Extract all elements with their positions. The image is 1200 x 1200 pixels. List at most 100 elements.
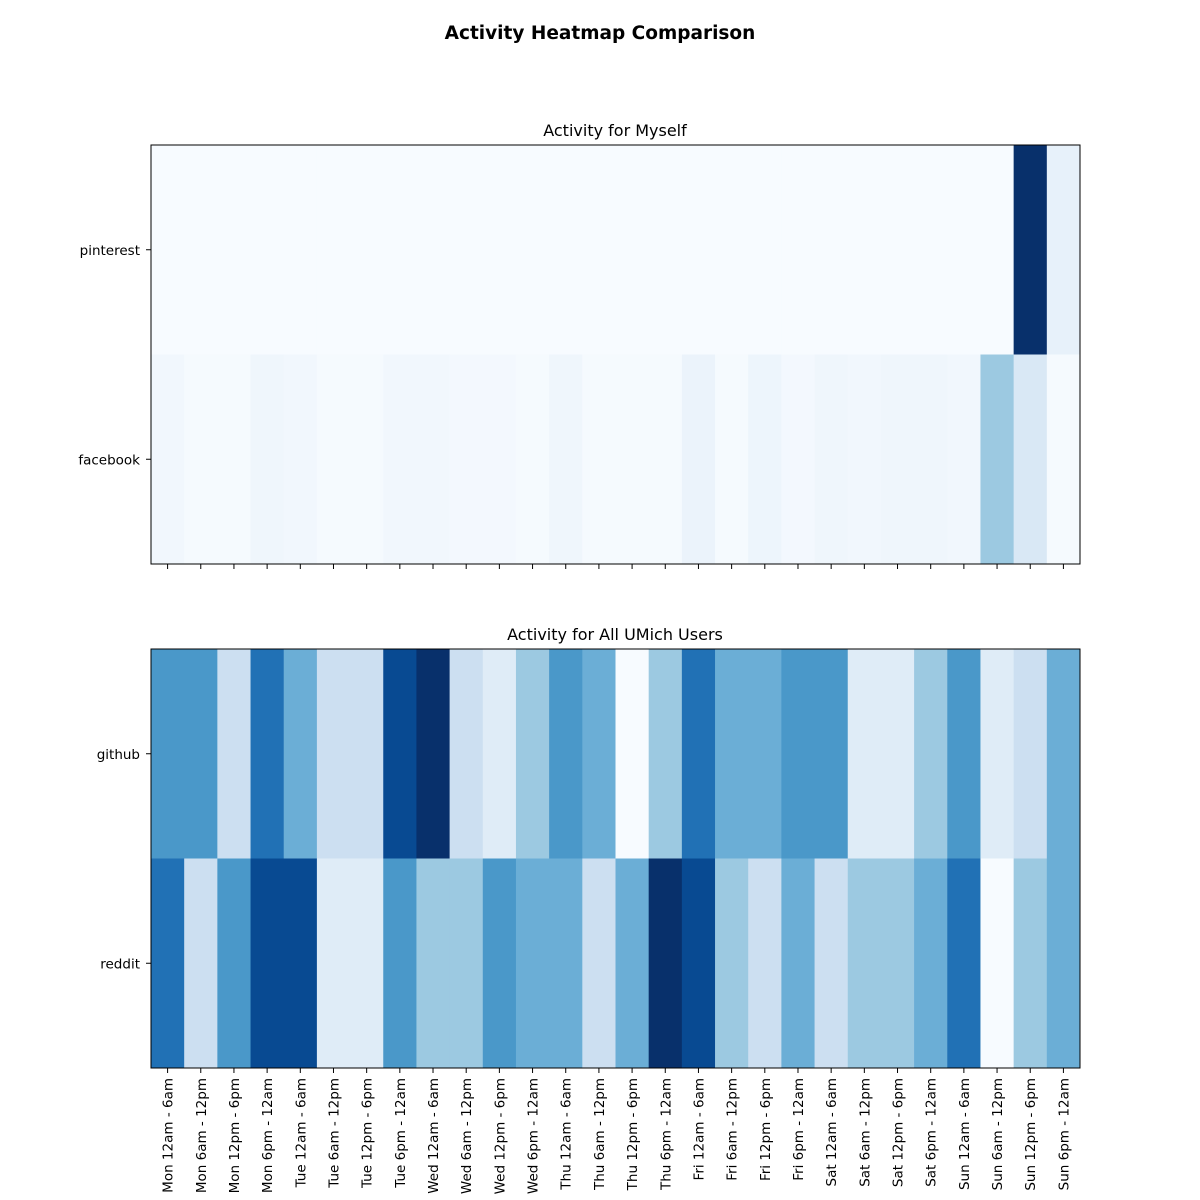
heatmap-cell-reddit-9 bbox=[449, 858, 484, 1069]
heatmap-cell-facebook-22 bbox=[880, 354, 915, 565]
heatmap-cell-github-21 bbox=[847, 649, 882, 859]
heatmap-cell-facebook-19 bbox=[781, 354, 816, 565]
heatmap-cell-facebook-14 bbox=[615, 354, 650, 565]
x-tick-label: Fri 12pm - 6pm bbox=[758, 1078, 774, 1181]
heatmap-cell-github-9 bbox=[449, 649, 484, 859]
x-tick-label: Sat 12am - 6am bbox=[824, 1078, 840, 1187]
heatmap-cell-github-11 bbox=[515, 649, 550, 859]
heatmap-cell-reddit-16 bbox=[681, 858, 716, 1069]
x-tick-label: Mon 12pm - 6pm bbox=[227, 1078, 243, 1193]
heatmap-cell-pinterest-21 bbox=[847, 145, 882, 355]
x-tick-label: Fri 12am - 6am bbox=[691, 1078, 707, 1180]
heatmap-cell-facebook-25 bbox=[980, 354, 1015, 565]
x-tick-label: Fri 6pm - 12am bbox=[791, 1078, 807, 1181]
heatmap-cell-facebook-5 bbox=[316, 354, 351, 565]
heatmap-cell-facebook-24 bbox=[947, 354, 981, 565]
heatmap-cell-reddit-18 bbox=[748, 858, 782, 1069]
heatmap-cell-github-25 bbox=[980, 649, 1015, 859]
heatmap-cell-pinterest-10 bbox=[482, 145, 517, 355]
heatmap-cell-pinterest-1 bbox=[184, 145, 218, 355]
heatmap-cell-github-19 bbox=[781, 649, 816, 859]
heatmap-cell-reddit-17 bbox=[715, 858, 749, 1069]
heatmap-cell-facebook-1 bbox=[184, 354, 218, 565]
heatmap-cell-pinterest-17 bbox=[715, 145, 749, 355]
heatmap-cell-pinterest-24 bbox=[947, 145, 981, 355]
heatmap-cell-pinterest-25 bbox=[980, 145, 1015, 355]
heatmap-cell-reddit-10 bbox=[482, 858, 517, 1069]
heatmap-cell-reddit-25 bbox=[980, 858, 1015, 1069]
heatmap-cell-facebook-13 bbox=[582, 354, 616, 565]
heatmap-cell-reddit-21 bbox=[847, 858, 882, 1069]
heatmap-cell-reddit-2 bbox=[217, 858, 252, 1069]
heatmap-cell-reddit-8 bbox=[416, 858, 451, 1069]
heatmap-cell-reddit-14 bbox=[615, 858, 650, 1069]
heatmap-cell-github-5 bbox=[316, 649, 351, 859]
x-tick-label: Fri 6am - 12pm bbox=[725, 1078, 741, 1181]
x-tick-label: Tue 12pm - 6pm bbox=[360, 1078, 376, 1189]
x-tick-label: Thu 12am - 6am bbox=[559, 1078, 575, 1191]
heatmap-cell-github-0 bbox=[151, 649, 185, 859]
figure-title: Activity Heatmap Comparison bbox=[445, 23, 756, 44]
heatmap-cell-github-18 bbox=[748, 649, 782, 859]
heatmap-cell-reddit-24 bbox=[947, 858, 981, 1069]
heatmap-cell-pinterest-11 bbox=[515, 145, 550, 355]
heatmap-cell-github-6 bbox=[350, 649, 384, 859]
heatmap-cell-github-13 bbox=[582, 649, 616, 859]
axes-frame bbox=[150, 648, 1081, 1069]
heatmap-cell-github-23 bbox=[914, 649, 948, 859]
heatmap-cell-pinterest-15 bbox=[648, 145, 683, 355]
heatmap-cells-myself bbox=[151, 145, 1081, 565]
heatmap-cell-pinterest-5 bbox=[316, 145, 351, 355]
heatmap-cell-github-17 bbox=[715, 649, 749, 859]
heatmap-cell-facebook-11 bbox=[515, 354, 550, 565]
heatmap-cell-reddit-4 bbox=[283, 858, 318, 1069]
heatmap-panel-umich: Activity for All UMich Users github reddi… bbox=[97, 625, 1081, 1194]
heatmap-cell-reddit-22 bbox=[880, 858, 915, 1069]
x-tick-label: Sun 6pm - 12am bbox=[1056, 1078, 1072, 1190]
x-tick-label: Thu 6am - 12pm bbox=[592, 1078, 608, 1191]
heatmap-cell-pinterest-16 bbox=[681, 145, 716, 355]
panel-title-umich: Activity for All UMich Users bbox=[507, 625, 723, 644]
heatmap-cell-reddit-11 bbox=[515, 858, 550, 1069]
x-tick-label: Mon 12am - 6am bbox=[161, 1078, 177, 1193]
heatmap-cell-facebook-23 bbox=[914, 354, 948, 565]
heatmap-cell-github-16 bbox=[681, 649, 716, 859]
heatmap-cell-facebook-16 bbox=[681, 354, 716, 565]
heatmap-cell-facebook-26 bbox=[1013, 354, 1048, 565]
panel-title-myself: Activity for Myself bbox=[543, 121, 687, 140]
heatmap-cell-facebook-17 bbox=[715, 354, 749, 565]
heatmap-cell-facebook-15 bbox=[648, 354, 683, 565]
x-tick-label: Wed 6pm - 12am bbox=[526, 1078, 542, 1194]
heatmap-cell-pinterest-0 bbox=[151, 145, 185, 355]
x-tick-label: Sun 12pm - 6pm bbox=[1023, 1078, 1039, 1191]
heatmap-cell-facebook-8 bbox=[416, 354, 451, 565]
x-tick-label: Sat 6am - 12pm bbox=[857, 1078, 873, 1187]
heatmap-cell-pinterest-23 bbox=[914, 145, 948, 355]
heatmap-cell-github-3 bbox=[250, 649, 285, 859]
y-tick-label: reddit bbox=[100, 956, 140, 972]
heatmap-cell-reddit-5 bbox=[316, 858, 351, 1069]
heatmap-cell-pinterest-2 bbox=[217, 145, 252, 355]
heatmap-cell-facebook-10 bbox=[482, 354, 517, 565]
heatmap-cell-pinterest-13 bbox=[582, 145, 616, 355]
heatmap-cell-facebook-21 bbox=[847, 354, 882, 565]
heatmap-cell-github-26 bbox=[1013, 649, 1048, 859]
axes-myself: pinterest facebook bbox=[78, 144, 1081, 569]
heatmap-cell-pinterest-19 bbox=[781, 145, 816, 355]
heatmap-cell-pinterest-6 bbox=[350, 145, 384, 355]
x-tick-label: Thu 6pm - 12am bbox=[658, 1078, 674, 1191]
heatmap-cell-github-27 bbox=[1046, 649, 1081, 859]
heatmap-cell-facebook-9 bbox=[449, 354, 484, 565]
heatmap-cell-facebook-12 bbox=[549, 354, 583, 565]
heatmap-cell-reddit-13 bbox=[582, 858, 616, 1069]
heatmap-cell-facebook-7 bbox=[383, 354, 417, 565]
heatmap-cell-pinterest-9 bbox=[449, 145, 484, 355]
heatmap-cell-reddit-19 bbox=[781, 858, 816, 1069]
heatmap-cell-github-2 bbox=[217, 649, 252, 859]
heatmap-cell-reddit-6 bbox=[350, 858, 384, 1069]
x-tick-label: Tue 6pm - 12am bbox=[393, 1078, 409, 1189]
heatmap-cell-reddit-12 bbox=[549, 858, 583, 1069]
heatmap-cell-reddit-15 bbox=[648, 858, 683, 1069]
x-tick-label: Sun 12am - 6am bbox=[957, 1078, 973, 1190]
